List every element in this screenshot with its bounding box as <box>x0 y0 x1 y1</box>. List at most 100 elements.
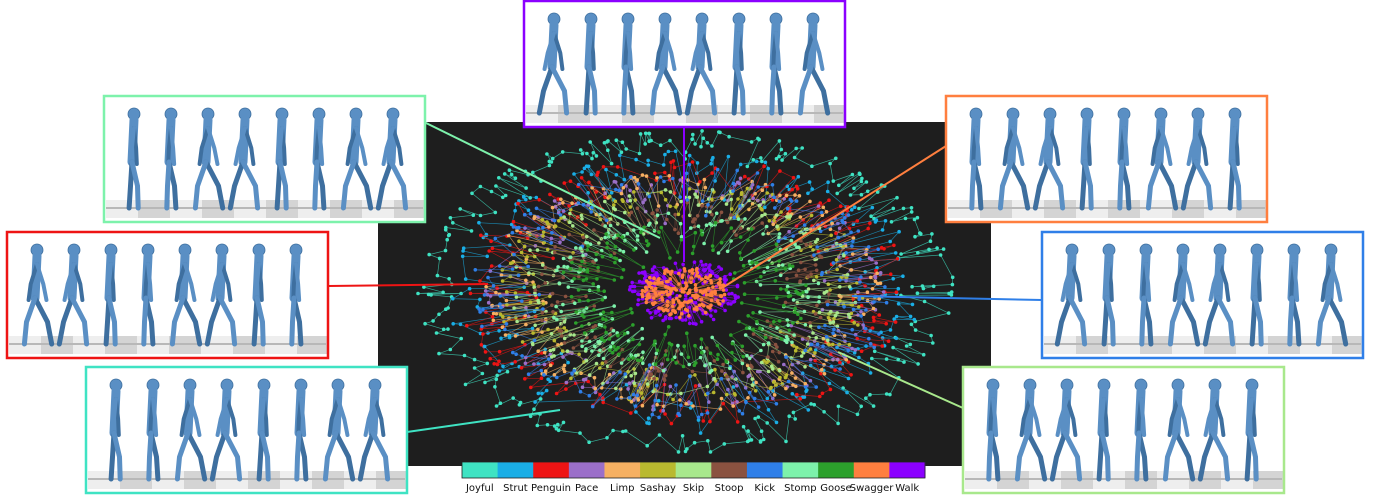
point <box>765 396 770 401</box>
point <box>880 228 885 232</box>
point <box>823 323 827 328</box>
point <box>676 450 681 454</box>
point <box>730 291 734 296</box>
point <box>673 286 677 291</box>
point <box>831 331 835 336</box>
arm <box>1028 397 1042 437</box>
legend-label: Stomp <box>784 483 816 494</box>
point <box>740 203 745 208</box>
point <box>777 199 782 204</box>
point <box>868 371 873 375</box>
point <box>941 247 946 251</box>
point <box>859 404 863 409</box>
leg <box>185 430 208 482</box>
point <box>679 403 683 408</box>
point <box>555 300 560 304</box>
point <box>617 352 621 357</box>
point <box>766 231 771 236</box>
point <box>528 248 532 252</box>
point <box>560 349 565 353</box>
point <box>847 342 852 347</box>
point <box>790 264 795 269</box>
arm <box>1320 262 1333 302</box>
point <box>603 325 607 329</box>
leg <box>1167 295 1184 347</box>
point <box>571 224 575 228</box>
point <box>573 301 577 306</box>
point <box>930 232 934 236</box>
arm <box>1144 262 1152 302</box>
humanoid <box>1197 378 1231 482</box>
point <box>511 396 515 400</box>
point <box>770 364 774 369</box>
point <box>641 200 645 205</box>
point <box>871 404 876 408</box>
point <box>793 310 797 314</box>
point <box>547 357 551 361</box>
point <box>561 420 566 425</box>
point <box>462 353 467 358</box>
point <box>494 404 499 408</box>
point <box>901 206 906 211</box>
point <box>538 397 543 401</box>
point <box>539 376 544 381</box>
point <box>833 368 837 372</box>
point <box>775 296 779 300</box>
point <box>772 320 776 324</box>
point <box>699 144 703 149</box>
point <box>929 333 933 338</box>
point <box>663 315 668 319</box>
point <box>486 275 490 280</box>
humanoid <box>1162 378 1196 482</box>
point <box>522 244 527 249</box>
point <box>641 350 645 355</box>
point <box>609 191 614 195</box>
point <box>524 197 528 202</box>
point <box>758 326 762 331</box>
point <box>483 350 488 354</box>
point <box>741 370 745 375</box>
point <box>709 161 713 166</box>
point <box>568 179 573 183</box>
point <box>614 386 618 391</box>
leg <box>254 295 266 347</box>
point <box>667 174 672 178</box>
leg <box>1008 159 1031 211</box>
point <box>610 310 614 315</box>
leg <box>1326 295 1349 347</box>
point <box>740 344 745 349</box>
point <box>514 295 519 299</box>
point <box>663 373 668 378</box>
point <box>665 303 670 308</box>
legend-swatch <box>889 462 926 478</box>
point <box>497 369 502 373</box>
humanoid <box>103 243 118 347</box>
point <box>427 252 432 257</box>
point <box>516 201 520 206</box>
point <box>676 299 681 303</box>
point <box>725 374 729 379</box>
point <box>790 187 794 192</box>
point <box>640 173 645 177</box>
point <box>472 357 477 362</box>
point <box>469 229 474 233</box>
point <box>772 393 777 397</box>
point <box>706 286 711 291</box>
point <box>484 285 488 289</box>
point <box>502 172 507 176</box>
point <box>478 279 482 283</box>
point <box>585 268 590 272</box>
point <box>804 242 808 247</box>
point <box>591 282 595 286</box>
point <box>888 328 893 332</box>
point <box>541 307 545 311</box>
point <box>867 336 871 341</box>
point <box>753 389 758 393</box>
point <box>604 167 608 172</box>
point <box>513 334 518 338</box>
point <box>641 396 645 401</box>
point <box>503 327 507 332</box>
point <box>549 332 554 336</box>
arm <box>991 397 999 437</box>
point <box>909 210 914 214</box>
